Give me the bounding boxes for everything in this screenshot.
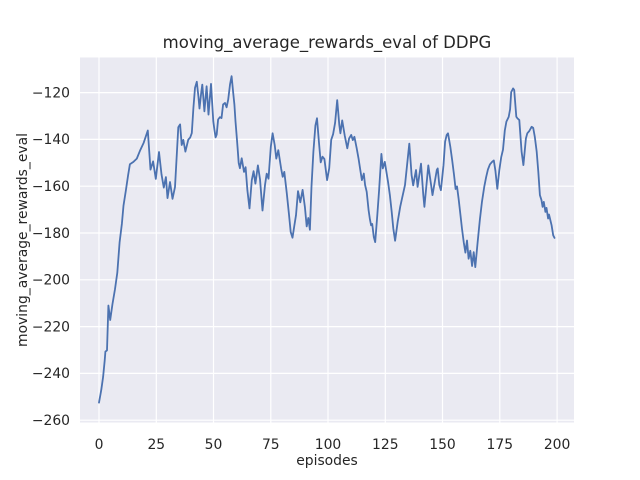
y-tick-label: −260: [32, 413, 70, 429]
x-tick-label: 50: [205, 437, 223, 453]
y-tick-label: −220: [32, 319, 70, 335]
y-tick-label: −240: [32, 366, 70, 382]
series-line-moving-average-rewards: [98, 75, 556, 404]
y-tick-label: −180: [32, 226, 70, 242]
x-tick-label: 125: [372, 437, 399, 453]
chart-title: moving_average_rewards_eval of DDPG: [163, 33, 492, 53]
y-tick-label: −140: [32, 132, 70, 148]
x-tick-label: 75: [262, 437, 280, 453]
x-axis-label: episodes: [296, 453, 358, 469]
y-tick-label: −120: [32, 85, 70, 101]
plot-area: [80, 57, 574, 423]
x-tick-label: 0: [95, 437, 104, 453]
x-tick-label: 100: [315, 437, 342, 453]
y-tick-label: −200: [32, 273, 70, 289]
y-tick-label: −160: [32, 179, 70, 195]
x-tick-label: 25: [147, 437, 165, 453]
x-tick-label: 150: [429, 437, 456, 453]
x-axis-tick-labels: 0 25 50 75 100 125 150 175 200: [95, 437, 571, 453]
y-axis-label: moving_average_rewards_eval: [15, 133, 31, 347]
y-axis-tick-labels: −260 −240 −220 −200 −180 −160 −140 −120: [32, 85, 70, 429]
grid-lines: [80, 57, 574, 423]
x-tick-label: 175: [487, 437, 514, 453]
x-tick-label: 200: [544, 437, 571, 453]
